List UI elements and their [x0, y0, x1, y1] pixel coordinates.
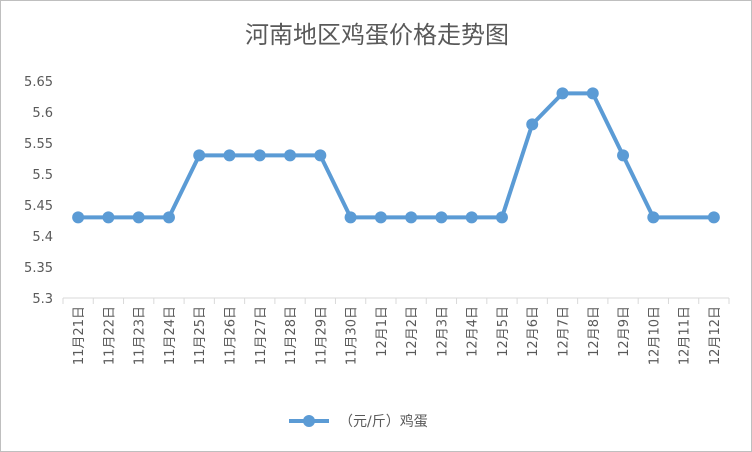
x-tick-label: 12月8日: [587, 306, 602, 357]
data-point: [223, 149, 236, 162]
x-tick-label: 11月26日: [224, 306, 239, 365]
data-point: [374, 211, 387, 224]
data-point: [193, 149, 206, 162]
x-tick-label: 11月28日: [284, 306, 299, 365]
data-point: [102, 211, 115, 224]
y-tick-label: 5.35: [24, 261, 53, 276]
data-point: [647, 211, 660, 224]
data-point: [526, 118, 539, 131]
x-tick-label: 11月22日: [102, 306, 117, 365]
data-point: [556, 87, 569, 100]
x-tick-label: 12月10日: [647, 306, 662, 365]
data-point: [284, 149, 297, 162]
data-point: [132, 211, 145, 224]
x-tick-label: 11月23日: [133, 306, 148, 365]
legend-marker: [303, 415, 315, 427]
y-tick-label: 5.45: [24, 199, 53, 214]
data-point: [162, 211, 175, 224]
legend: （元/斤）鸡蛋: [289, 413, 428, 430]
x-tick-label: 12月1日: [375, 306, 390, 357]
x-tick-label: 12月7日: [557, 306, 572, 357]
x-tick-label: 12月9日: [617, 306, 632, 357]
y-tick-label: 5.3: [32, 292, 53, 307]
x-tick-label: 12月12日: [708, 306, 723, 365]
data-point: [586, 87, 599, 100]
x-tick-label: 12月4日: [466, 306, 481, 357]
chart-title: 河南地区鸡蛋价格走势图: [245, 21, 509, 49]
data-point: [253, 149, 266, 162]
data-point: [405, 211, 418, 224]
x-tick-label: 12月5日: [496, 306, 511, 357]
data-point: [495, 211, 508, 224]
series-layer: [72, 87, 720, 224]
y-axis: 5.3 5.35 5.4 5.45 5.5 5.55 5.6 5.65: [24, 75, 53, 307]
y-tick-label: 5.5: [32, 168, 53, 183]
x-tick-label: 12月6日: [526, 306, 541, 357]
data-point: [314, 149, 327, 162]
data-point: [617, 149, 630, 162]
x-tick-label: 11月29日: [314, 306, 329, 365]
x-tick-label: 12月2日: [405, 306, 420, 357]
x-axis: 11月21日 11月22日 11月23日 11月24日 11月25日 11月26日 11月2…: [62, 297, 730, 365]
x-tick-label: 11月21日: [72, 306, 87, 365]
y-tick-label: 5.4: [32, 230, 53, 245]
data-point: [344, 211, 357, 224]
data-point: [465, 211, 478, 224]
x-tick-label: 12月3日: [435, 306, 450, 357]
data-point: [707, 211, 720, 224]
y-tick-label: 5.6: [32, 106, 53, 121]
y-tick-label: 5.65: [24, 75, 53, 90]
legend-label: （元/斤）鸡蛋: [339, 413, 428, 430]
x-tick-label: 11月30日: [345, 306, 360, 365]
data-point: [435, 211, 448, 224]
y-tick-label: 5.55: [24, 137, 53, 152]
x-tick-label: 11月27日: [254, 306, 269, 365]
x-tick-label: 12月11日: [678, 306, 693, 365]
data-point: [72, 211, 85, 224]
x-tick-label: 11月24日: [163, 306, 178, 365]
x-tick-label: 11月25日: [193, 306, 208, 365]
